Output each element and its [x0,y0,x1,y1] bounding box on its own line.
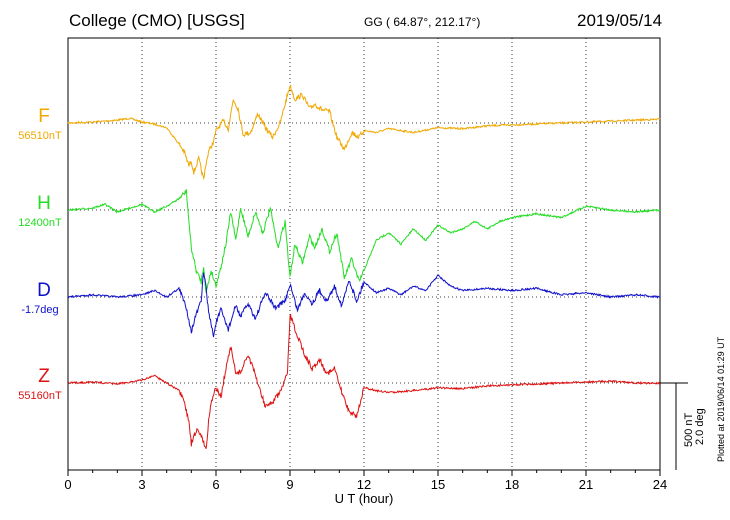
x-axis-label: U T (hour) [335,491,394,506]
x-tick-label: 0 [64,477,71,492]
x-tick-label: 18 [505,477,519,492]
x-ticks: 0 3 6 9 12 15 18 21 24 [64,470,667,492]
series-line-D [67,272,661,338]
series-name-F: F [38,106,50,127]
series-lines [67,84,661,449]
station-coords: GG ( 64.87°, 212.17°) [364,15,481,29]
series-line-F [67,84,661,181]
x-tick-label: 21 [579,477,593,492]
series-baseline-D: -1.7deg [21,304,58,316]
series-line-Z [68,313,661,449]
x-tick-label: 6 [212,477,219,492]
series-name-Z: Z [38,366,50,387]
x-tick-label: 12 [357,477,371,492]
scale-deg-label: 2.0 deg [694,408,706,445]
x-tick-label: 15 [431,477,445,492]
scale-bar [660,382,688,470]
series-baseline-H: 12400nT [18,217,62,229]
series-line-H [67,189,661,293]
x-tick-label: 24 [653,477,667,492]
plotted-note: Plotted at 2019/06/14 01:29 UT [716,336,726,462]
series-baseline-Z: 55160nT [18,390,62,402]
series-name-D: D [37,280,51,301]
station-title: College (CMO) [USGS] [69,11,245,30]
x-tick-label: 9 [286,477,293,492]
series-labels: F 56510nT H 12400nT D -1.7deg Z 55160nT [18,106,62,402]
grid-lines [68,38,660,470]
x-tick-label: 3 [138,477,145,492]
series-name-H: H [37,193,51,214]
date-title: 2019/05/14 [577,11,663,30]
series-baseline-F: 56510nT [18,130,62,142]
